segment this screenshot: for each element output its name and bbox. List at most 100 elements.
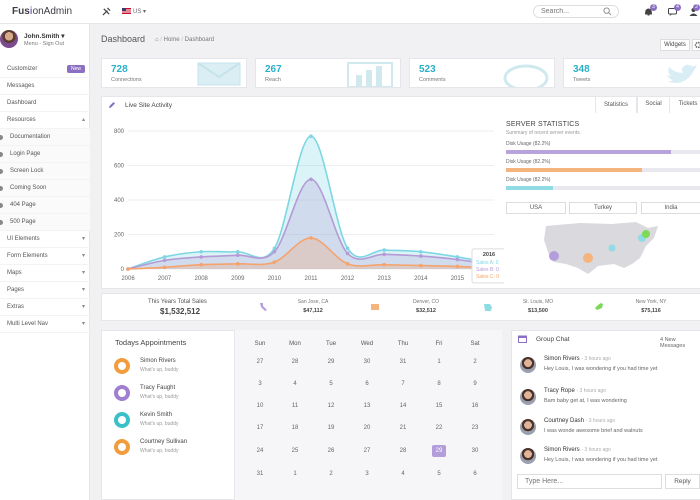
calendar-day[interactable]: 2 — [329, 471, 333, 477]
chat-input[interactable] — [517, 474, 662, 489]
chat-message[interactable]: Courtney Dash - 3 hours ago I was wonde a… — [520, 417, 700, 443]
appointment-item[interactable]: Kevin Smith What's up, buddy — [114, 410, 234, 434]
avatar[interactable] — [0, 30, 18, 48]
calendar-day[interactable]: 25 — [291, 448, 299, 454]
city-value: $75,116 — [641, 308, 661, 314]
sidebar-item-maps[interactable]: Maps ▾ — [0, 265, 90, 282]
sidebar-item-form-elements[interactable]: Form Elements ▾ — [0, 248, 90, 265]
calendar-day[interactable]: 1 — [437, 359, 441, 365]
sidebar-subitem-screen-lock[interactable]: Screen Lock — [0, 163, 90, 180]
calendar-day-today[interactable]: 29 — [432, 445, 446, 457]
calendar-day[interactable]: 28 — [399, 448, 407, 454]
calendar-day[interactable]: 6 — [365, 381, 369, 387]
calendar-day[interactable]: 17 — [256, 425, 264, 431]
user-links[interactable]: Menu · Sign Out — [24, 41, 65, 47]
chat-message[interactable]: Simon Rivers - 3 hours ago Hey Louis, I w… — [520, 355, 700, 381]
calendar-day[interactable]: 31 — [399, 359, 407, 365]
sidebar-subitem-coming-soon[interactable]: Coming Soon — [0, 180, 90, 197]
sidebar-item-extras[interactable]: Extras ▾ — [0, 299, 90, 316]
bell-icon[interactable] — [643, 7, 654, 17]
country-button-turkey[interactable]: Turkey — [569, 202, 637, 214]
tooltip-title: 2016 — [483, 252, 495, 258]
calendar-day[interactable]: 20 — [363, 425, 371, 431]
calendar-day[interactable]: 5 — [329, 381, 333, 387]
search-icon[interactable] — [603, 7, 612, 16]
calendar-day[interactable]: 14 — [399, 403, 407, 409]
home-icon[interactable]: ⌂ — [155, 37, 159, 43]
calendar-day[interactable]: 27 — [256, 359, 264, 365]
tab-statistics[interactable]: Statistics — [595, 96, 637, 113]
calendar-day[interactable]: 7 — [401, 381, 405, 387]
sidebar-subitem-login-page[interactable]: Login Page — [0, 146, 90, 163]
us-flag-icon[interactable] — [122, 8, 131, 14]
breadcrumb-home[interactable]: Home — [163, 37, 180, 43]
tools-icon[interactable] — [102, 7, 111, 16]
chat-message[interactable]: Simon Rivers - 3 hours ago Hey Louis, I w… — [520, 446, 700, 472]
calendar-day[interactable]: 26 — [327, 448, 335, 454]
sidebar-subitem-documentation[interactable]: Documentation — [0, 129, 90, 146]
calendar-day[interactable]: 5 — [437, 471, 441, 477]
calendar-day[interactable]: 3 — [365, 471, 369, 477]
calendar-day[interactable]: 1 — [293, 471, 297, 477]
chat-icon[interactable] — [667, 7, 678, 17]
sidebar-item-ui-elements[interactable]: UI Elements ▾ — [0, 231, 90, 248]
calendar-day[interactable]: 18 — [291, 425, 299, 431]
calendar-weekday: Tue — [325, 341, 337, 347]
sidebar-item-multi-level-nav[interactable]: Multi Level Nav ▾ — [0, 316, 90, 333]
calendar-day[interactable]: 24 — [256, 448, 264, 454]
calendar-day[interactable]: 4 — [293, 381, 297, 387]
sidebar-item-messages[interactable]: Messages — [0, 78, 90, 95]
chevron-down-icon: ▾ — [81, 253, 85, 259]
stat-card-comments[interactable]: 523 Comments — [409, 58, 555, 88]
calendar-day[interactable]: 9 — [473, 381, 477, 387]
sidebar-item-pages[interactable]: Pages ▾ — [0, 282, 90, 299]
stat-card-tweets[interactable]: 348 Tweets — [563, 58, 700, 88]
calendar-day[interactable]: 8 — [437, 381, 441, 387]
calendar-day[interactable]: 10 — [256, 403, 264, 409]
tab-social[interactable]: Social — [637, 96, 669, 113]
app-logo[interactable]: FusionAdmin — [12, 6, 73, 17]
calendar-day[interactable]: 15 — [435, 403, 443, 409]
calendar-day[interactable]: 23 — [471, 425, 479, 431]
country-button-india[interactable]: India — [641, 202, 700, 214]
calendar-day[interactable]: 6 — [473, 471, 477, 477]
chat-message[interactable]: Tracy Rope - 3 hours ago Bam baby get at,… — [520, 387, 700, 413]
stat-card-connections[interactable]: 728 Connections — [101, 58, 247, 88]
calendar-day[interactable]: 16 — [471, 403, 479, 409]
sidebar-item-dashboard[interactable]: Dashboard — [0, 95, 90, 112]
tooltip-series-label: Sales A: 0 — [476, 260, 499, 266]
calendar-day[interactable]: 22 — [435, 425, 443, 431]
calendar-day[interactable]: 31 — [256, 471, 264, 477]
stat-label: Reach — [265, 77, 281, 83]
search-input[interactable] — [533, 5, 619, 18]
city-value: $47,112 — [303, 308, 323, 314]
calendar-day[interactable]: 29 — [327, 359, 335, 365]
appointment-item[interactable]: Courtney Sullivan What's up, buddy — [114, 437, 234, 461]
calendar-day[interactable]: 12 — [327, 403, 335, 409]
calendar-day[interactable]: 30 — [471, 448, 479, 454]
calendar-day[interactable]: 19 — [327, 425, 335, 431]
calendar-day[interactable]: 3 — [258, 381, 262, 387]
language-selector[interactable]: US ▾ — [133, 9, 147, 15]
calendar-day[interactable]: 21 — [399, 425, 407, 431]
calendar-day[interactable]: 2 — [473, 359, 477, 365]
calendar-day[interactable]: 27 — [363, 448, 371, 454]
settings-button[interactable] — [692, 39, 700, 51]
sidebar-item-resources[interactable]: Resources ▴ — [0, 112, 90, 129]
sidebar-subitem-500-page[interactable]: 500 Page — [0, 214, 90, 231]
calendar-day[interactable]: 11 — [291, 403, 299, 409]
user-name[interactable]: John.Smith ▾ — [24, 33, 65, 40]
appointment-item[interactable]: Tracy Faught What's up, buddy — [114, 383, 234, 407]
stat-card-reach[interactable]: 267 Reach — [255, 58, 401, 88]
calendar-day[interactable]: 30 — [363, 359, 371, 365]
country-button-usa[interactable]: USA — [506, 202, 566, 214]
reply-button[interactable]: Reply — [665, 474, 700, 489]
calendar-day[interactable]: 13 — [363, 403, 371, 409]
widgets-button[interactable]: Widgets — [660, 39, 690, 51]
calendar-day[interactable]: 4 — [401, 471, 405, 477]
sidebar-subitem-404-page[interactable]: 404 Page — [0, 197, 90, 214]
tab-tickets[interactable]: Tickets — [669, 96, 700, 113]
appointment-item[interactable]: Simon Rivers What's up, buddy — [114, 356, 234, 380]
calendar-day[interactable]: 28 — [291, 359, 299, 365]
sidebar-item-customizer[interactable]: Customizer New — [0, 61, 90, 78]
